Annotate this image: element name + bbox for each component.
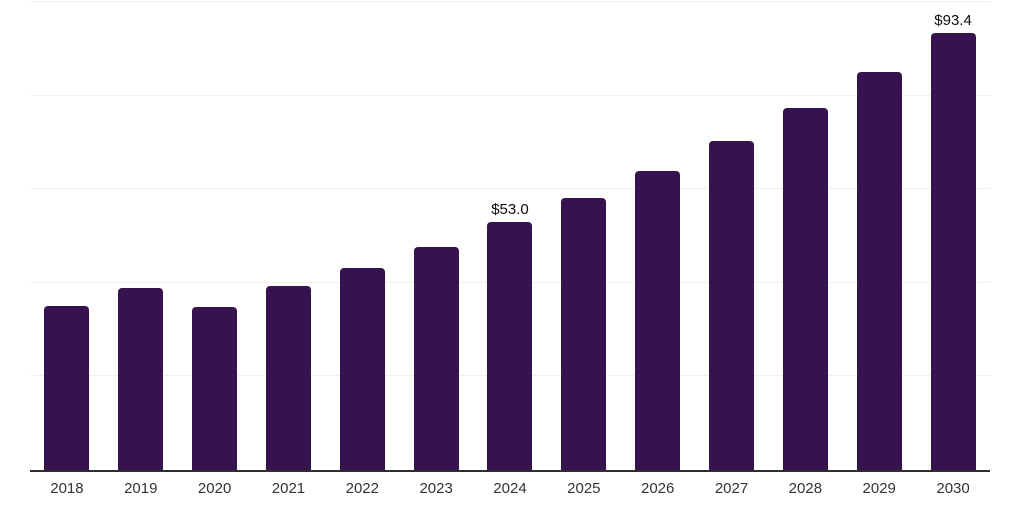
x-axis-label: 2022 bbox=[345, 480, 379, 497]
x-axis: 2018 2019 2020 2021 2022 2023 2024 2025 2026 2027… bbox=[30, 478, 990, 499]
bar-group bbox=[30, 2, 104, 470]
gridline bbox=[30, 94, 990, 96]
x-axis-label: 2021 bbox=[271, 480, 306, 497]
bar bbox=[413, 246, 459, 470]
x-axis-label: 2025 bbox=[567, 480, 601, 497]
bar bbox=[339, 267, 385, 470]
bar-group bbox=[842, 2, 916, 470]
bar bbox=[782, 107, 828, 470]
bars: $53.0 $93.4 bbox=[30, 2, 990, 470]
bar-group bbox=[252, 2, 326, 470]
bar bbox=[265, 286, 311, 470]
bar-group bbox=[621, 2, 695, 470]
bar bbox=[635, 170, 681, 470]
bar-group bbox=[695, 2, 769, 470]
x-axis-label: 2019 bbox=[124, 480, 158, 497]
bar-group bbox=[104, 2, 178, 470]
x-axis-label: 2029 bbox=[862, 480, 896, 497]
x-axis-label: 2028 bbox=[788, 480, 823, 497]
bar bbox=[192, 306, 238, 470]
x-axis-label: 2018 bbox=[50, 480, 84, 497]
bar bbox=[561, 198, 607, 470]
bar-group bbox=[399, 2, 473, 470]
bar bbox=[856, 71, 902, 470]
x-axis-label: 2020 bbox=[197, 480, 232, 497]
x-axis-label: 2024 bbox=[493, 480, 527, 497]
bar-value-label: $93.4 bbox=[934, 11, 972, 29]
x-axis-label: 2026 bbox=[640, 480, 675, 497]
x-axis-label: 2030 bbox=[936, 480, 970, 497]
bar-group bbox=[325, 2, 399, 470]
plot-area: $53.0 $93.4 bbox=[30, 1, 990, 472]
x-axis-label: 2027 bbox=[714, 480, 749, 497]
bar-group bbox=[768, 2, 842, 470]
bar-group bbox=[547, 2, 621, 470]
bar-group: $53.0 bbox=[473, 2, 547, 470]
bar bbox=[487, 221, 533, 470]
bar bbox=[709, 141, 755, 470]
bar-group bbox=[178, 2, 252, 470]
bar bbox=[118, 287, 164, 470]
x-axis-label: 2023 bbox=[419, 480, 453, 497]
gridline bbox=[30, 188, 990, 190]
gridline bbox=[30, 1, 990, 2]
bar-group: $93.4 bbox=[916, 2, 990, 470]
bar-value-label: $53.0 bbox=[491, 200, 529, 218]
bar bbox=[930, 32, 976, 470]
bar bbox=[44, 306, 90, 470]
